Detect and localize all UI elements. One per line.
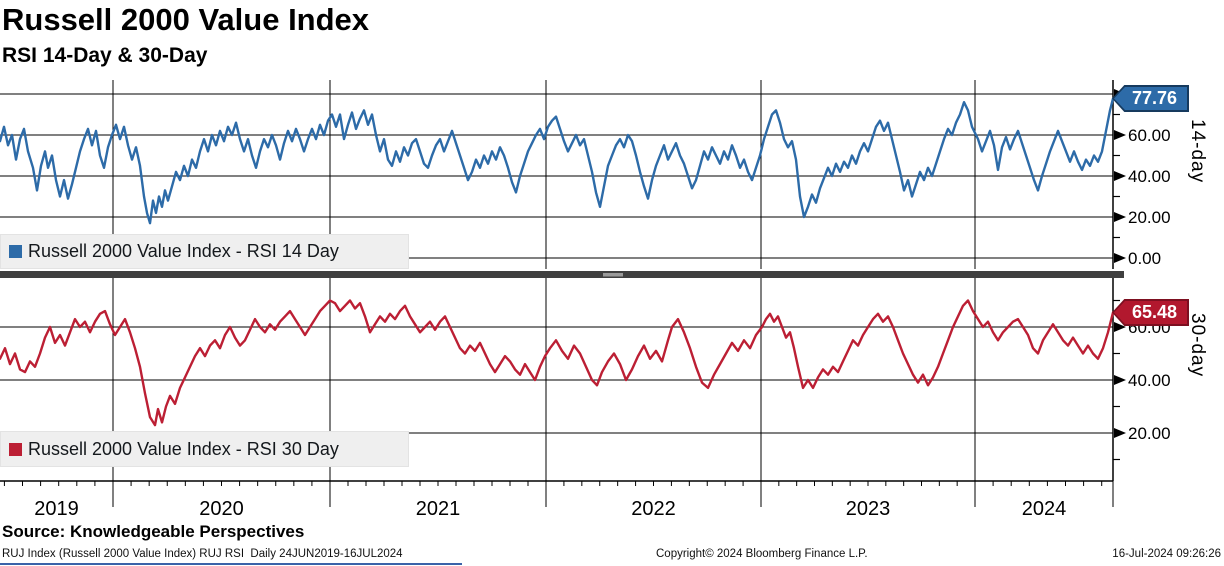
ytick-arrow-icon	[1114, 130, 1126, 140]
last-value-badge-rsi-30: 65.48	[1112, 299, 1189, 326]
ytick-label: 20.00	[1128, 208, 1171, 227]
ytick-arrow-icon	[1114, 253, 1126, 263]
ytick-arrow-icon	[1114, 428, 1126, 438]
panel-axis-title-30-day: 30-day	[1187, 313, 1208, 378]
legend-rsi-30[interactable]: Russell 2000 Value Index - RSI 30 Day	[0, 431, 409, 467]
year-label: 2024	[1022, 498, 1067, 520]
series-line-rsi14	[0, 97, 1115, 225]
ytick-arrow-icon	[1114, 171, 1126, 181]
panel-separator	[0, 271, 1124, 278]
series-line-rsi30	[0, 299, 1115, 427]
legend-swatch-rsi-30-icon	[9, 442, 22, 456]
ytick-label: 40.00	[1128, 167, 1171, 186]
legend-label-rsi-30: Russell 2000 Value Index - RSI 30 Day	[28, 438, 339, 459]
last-value-badge-rsi-14: 77.76	[1112, 85, 1189, 112]
page-subtitle: RSI 14-Day & 30-Day	[2, 44, 208, 67]
chart-area: 80.0060.0040.0020.000.0060.0040.0020.002…	[0, 75, 1224, 522]
year-label: 2019	[34, 498, 79, 520]
ytick-arrow-icon	[1114, 322, 1126, 332]
ytick-arrow-icon	[1114, 375, 1126, 385]
legend-swatch-rsi-14-icon	[9, 245, 22, 258]
bottom-accent-line	[0, 563, 462, 565]
source-line: Source: Knowledgeable Perspectives	[2, 522, 305, 541]
ytick-label: 60.00	[1128, 126, 1171, 145]
footer-ticker-info: RUJ Index (Russell 2000 Value Index) RUJ…	[2, 548, 403, 560]
footer-timestamp: 16-Jul-2024 09:26:26	[1112, 548, 1221, 560]
ytick-label: 0.00	[1128, 249, 1161, 268]
year-label: 2023	[846, 498, 891, 520]
panel-separator-handle[interactable]	[603, 273, 623, 277]
badge-value: 65.48	[1114, 301, 1187, 324]
year-label: 2020	[199, 498, 244, 520]
ytick-label: 20.00	[1128, 424, 1171, 443]
year-label: 2021	[416, 498, 461, 520]
legend-label-rsi-14: Russell 2000 Value Index - RSI 14 Day	[28, 241, 339, 261]
badge-value: 77.76	[1114, 87, 1187, 110]
year-label: 2022	[631, 498, 676, 520]
legend-rsi-14[interactable]: Russell 2000 Value Index - RSI 14 Day	[0, 234, 409, 269]
footer-row: RUJ Index (Russell 2000 Value Index) RUJ…	[0, 548, 1224, 563]
ytick-arrow-icon	[1114, 212, 1126, 222]
page-title: Russell 2000 Value Index	[2, 2, 370, 37]
panel-axis-title-14-day: 14-day	[1187, 119, 1208, 184]
footer-copyright: Copyright© 2024 Bloomberg Finance L.P.	[656, 548, 868, 560]
ytick-label: 40.00	[1128, 371, 1171, 390]
